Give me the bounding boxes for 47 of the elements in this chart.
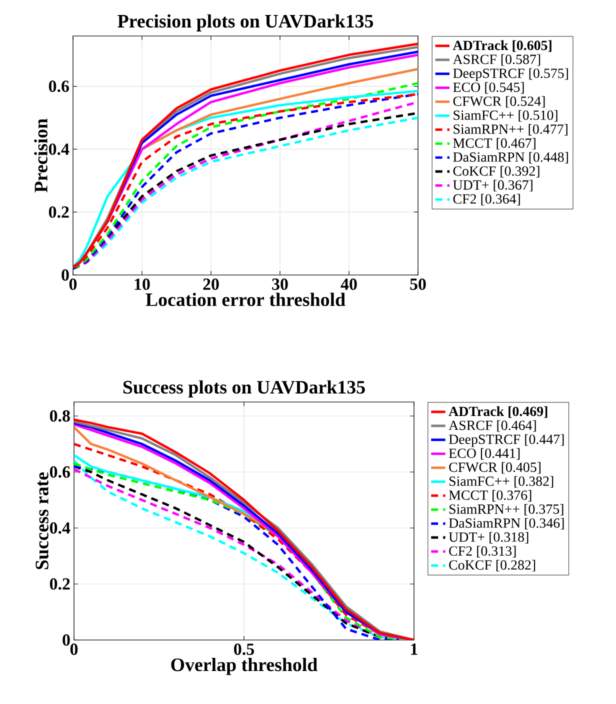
legend-label: ADTrack [0.469] [448, 406, 548, 418]
y-tick-label: 0.4 [50, 522, 70, 534]
legend-label: SiamRPN++ [0.375] [449, 504, 564, 516]
legend-label: DeepSTRCF [0.575] [453, 68, 568, 81]
y-axis-title: Precision [34, 118, 48, 192]
legend-label: SiamRPN++ [0.477] [454, 124, 568, 136]
y-tick-label: 0.6 [50, 466, 70, 478]
chart-title: Success plots on UAVDark135 [123, 380, 365, 398]
legend-label: DaSiamRPN [0.448] [453, 152, 568, 164]
x-tick-label: 40 [340, 278, 357, 290]
legend-label: ASRCF [0.464] [448, 420, 536, 432]
legend-label: DaSiamRPN [0.346] [448, 518, 564, 530]
legend-label: UDT+ [0.318] [448, 532, 528, 544]
legend-label: ECO [0.545] [453, 82, 524, 94]
y-tick-label: 0.2 [48, 206, 69, 218]
x-tick-label: 20 [203, 278, 219, 290]
y-tick-label: 0.4 [48, 143, 70, 155]
x-tick-label: 0 [70, 644, 78, 655]
x-tick-label: 0.5 [234, 644, 254, 656]
x-tick-label: 50 [410, 278, 426, 290]
x-tick-label: 1 [411, 644, 418, 655]
legend-label: DeepSTRCF [0.447] [448, 434, 564, 447]
legend-label: ADTrack [0.605] [452, 40, 552, 52]
legend-label: CFWCR [0.405] [449, 462, 540, 474]
y-tick-label: 0 [62, 634, 70, 646]
legend-label: SiamFC++ [0.510] [454, 110, 558, 122]
legend-label: CFWCR [0.524] [453, 96, 545, 108]
legend-label: CF2 [0.364] [453, 194, 520, 206]
x-axis-title: Overlap threshold [171, 658, 318, 676]
y-axis-title: Success rate [36, 472, 48, 570]
legend-label: UDT+ [0.367] [453, 180, 532, 192]
y-tick-label: 0.2 [50, 578, 70, 590]
legend-label: MCCT [0.376] [448, 490, 532, 502]
legend-label: ASRCF [0.587] [452, 54, 540, 66]
legend-label: ECO [0.441] [448, 448, 520, 460]
legend-label: CoKCF [0.282] [449, 560, 536, 572]
x-tick-label: 30 [272, 278, 288, 290]
legend-label: CF2 [0.313] [449, 546, 516, 558]
y-tick-label: 0.8 [50, 410, 70, 422]
y-tick-label: 0.6 [48, 80, 69, 92]
chart-title: Precision plots on UAVDark135 [118, 14, 374, 32]
legend-label: SiamFC++ [0.382] [449, 476, 554, 488]
x-tick-label: 10 [134, 278, 150, 290]
y-tick-label: 0 [62, 269, 69, 281]
legend-label: CoKCF [0.392] [453, 166, 540, 178]
x-axis-title: Location error threshold [146, 292, 346, 306]
legend-label: MCCT [0.467] [453, 138, 536, 150]
